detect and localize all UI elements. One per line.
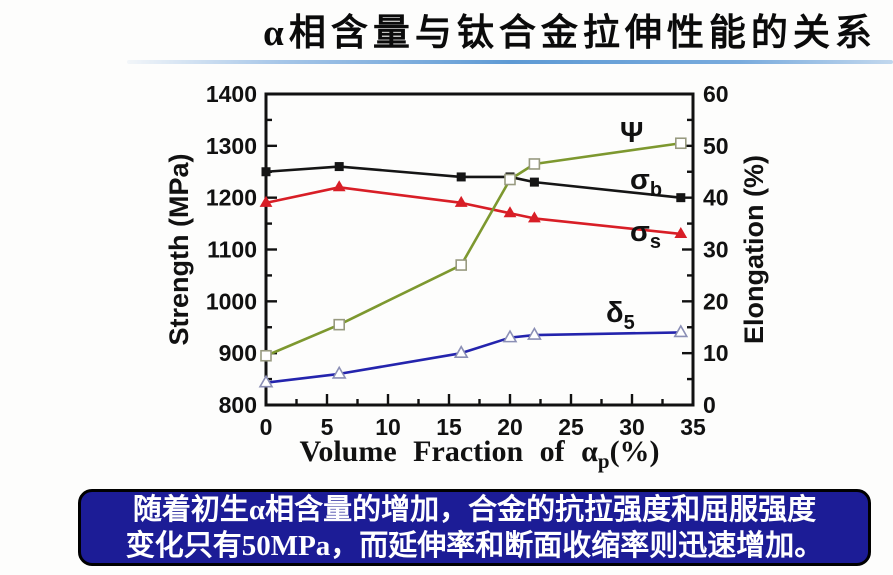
strength-elongation-chart: 800 900 1000 1100 1200 1300 1400 0 10 20 30 40 50 60 0… (164, 81, 769, 473)
left-axis-tick-label: 1200 (206, 185, 257, 211)
left-axis-tick-label: 900 (219, 340, 257, 366)
caption-line-2: 变化只有50MPa，而延伸率和断面收缩率则迅速增加。 (125, 529, 824, 562)
marker-square-filled (261, 167, 271, 177)
marker-triangle-filled (674, 226, 688, 238)
x-axis-tick-label: 10 (375, 414, 401, 440)
left-axis-tick-label: 1400 (206, 81, 257, 107)
right-axis-tick-label: 30 (703, 237, 729, 263)
marker-triangle-open (453, 345, 469, 358)
left-axis-tick-label: 800 (219, 392, 257, 418)
marker-square-open (260, 349, 272, 362)
right-axis-title: Elongation (%) (739, 155, 769, 344)
marker-triangle-open (502, 329, 518, 343)
marker-triangle-open (527, 326, 542, 340)
x-axis-tick-label: 15 (436, 414, 462, 440)
page-title: α相含量与钛合金拉伸性能的关系 (263, 13, 877, 54)
left-axis-tick-label: 1300 (206, 133, 257, 159)
marker-triangle-filled (332, 180, 346, 192)
marker-triangle-filled (259, 195, 273, 207)
marker-triangle-open (331, 365, 347, 379)
series-line-sigma-b (265, 165, 681, 199)
x-axis-tick-label: 20 (497, 414, 523, 440)
right-axis-tick-label: 10 (703, 340, 729, 366)
series-label-psi: Ψ (620, 117, 643, 149)
left-axis-title: Strength (MPa) (164, 154, 194, 346)
marker-square-filled (676, 193, 686, 203)
marker-triangle-filled (454, 195, 468, 207)
title-underline-rule (127, 60, 893, 64)
series-label-sigma-b: σb (630, 164, 662, 201)
x-axis-title: Volume Fraction of αp(%) (299, 435, 659, 473)
series-line-psi (265, 141, 681, 357)
right-axis-tick-label: 40 (703, 185, 729, 211)
series-label-delta-5: δ5 (606, 297, 635, 334)
right-axis-tick-label: 0 (703, 392, 716, 418)
chart-canvas: 800 900 1000 1100 1200 1300 1400 0 10 20 30 40 50 60 0… (164, 81, 769, 473)
x-axis-tick-label: 0 (260, 414, 273, 440)
marker-triangle-open (258, 374, 274, 388)
right-axis-tick-label: 60 (703, 81, 729, 107)
x-axis-tick-label: 35 (680, 414, 706, 440)
marker-square-filled (529, 177, 539, 187)
marker-triangle-filled (528, 211, 541, 223)
series-line-delta-5 (265, 331, 681, 385)
caption-box: 随着初生α相含量的增加，合金的抗拉强度和屈服强度 变化只有50MPa，而延伸率和… (78, 489, 871, 566)
series-label-sigma-s: σs (630, 216, 661, 253)
x-axis-tick-label: 25 (558, 414, 584, 440)
marker-triangle-open (673, 324, 689, 338)
x-axis-tick-label: 30 (619, 414, 645, 440)
marker-square-filled (334, 162, 344, 172)
x-axis-tick-label: 5 (321, 414, 334, 440)
left-axis-tick-label: 1000 (206, 288, 257, 314)
caption-line-1: 随着初生α相含量的增加，合金的抗拉强度和屈服强度 (132, 493, 817, 526)
marker-square-open (455, 259, 468, 271)
marker-square-filled (456, 172, 466, 182)
right-axis-tick-label: 50 (703, 133, 729, 159)
marker-square-open (333, 318, 346, 331)
series-line-sigma-s (265, 186, 681, 236)
marker-square-open (528, 158, 541, 170)
marker-triangle-filled (503, 206, 517, 218)
left-axis-tick-label: 1100 (207, 237, 257, 263)
marker-square-open (674, 137, 687, 150)
marker-square-open (504, 173, 516, 186)
right-axis-tick-label: 20 (703, 288, 729, 314)
